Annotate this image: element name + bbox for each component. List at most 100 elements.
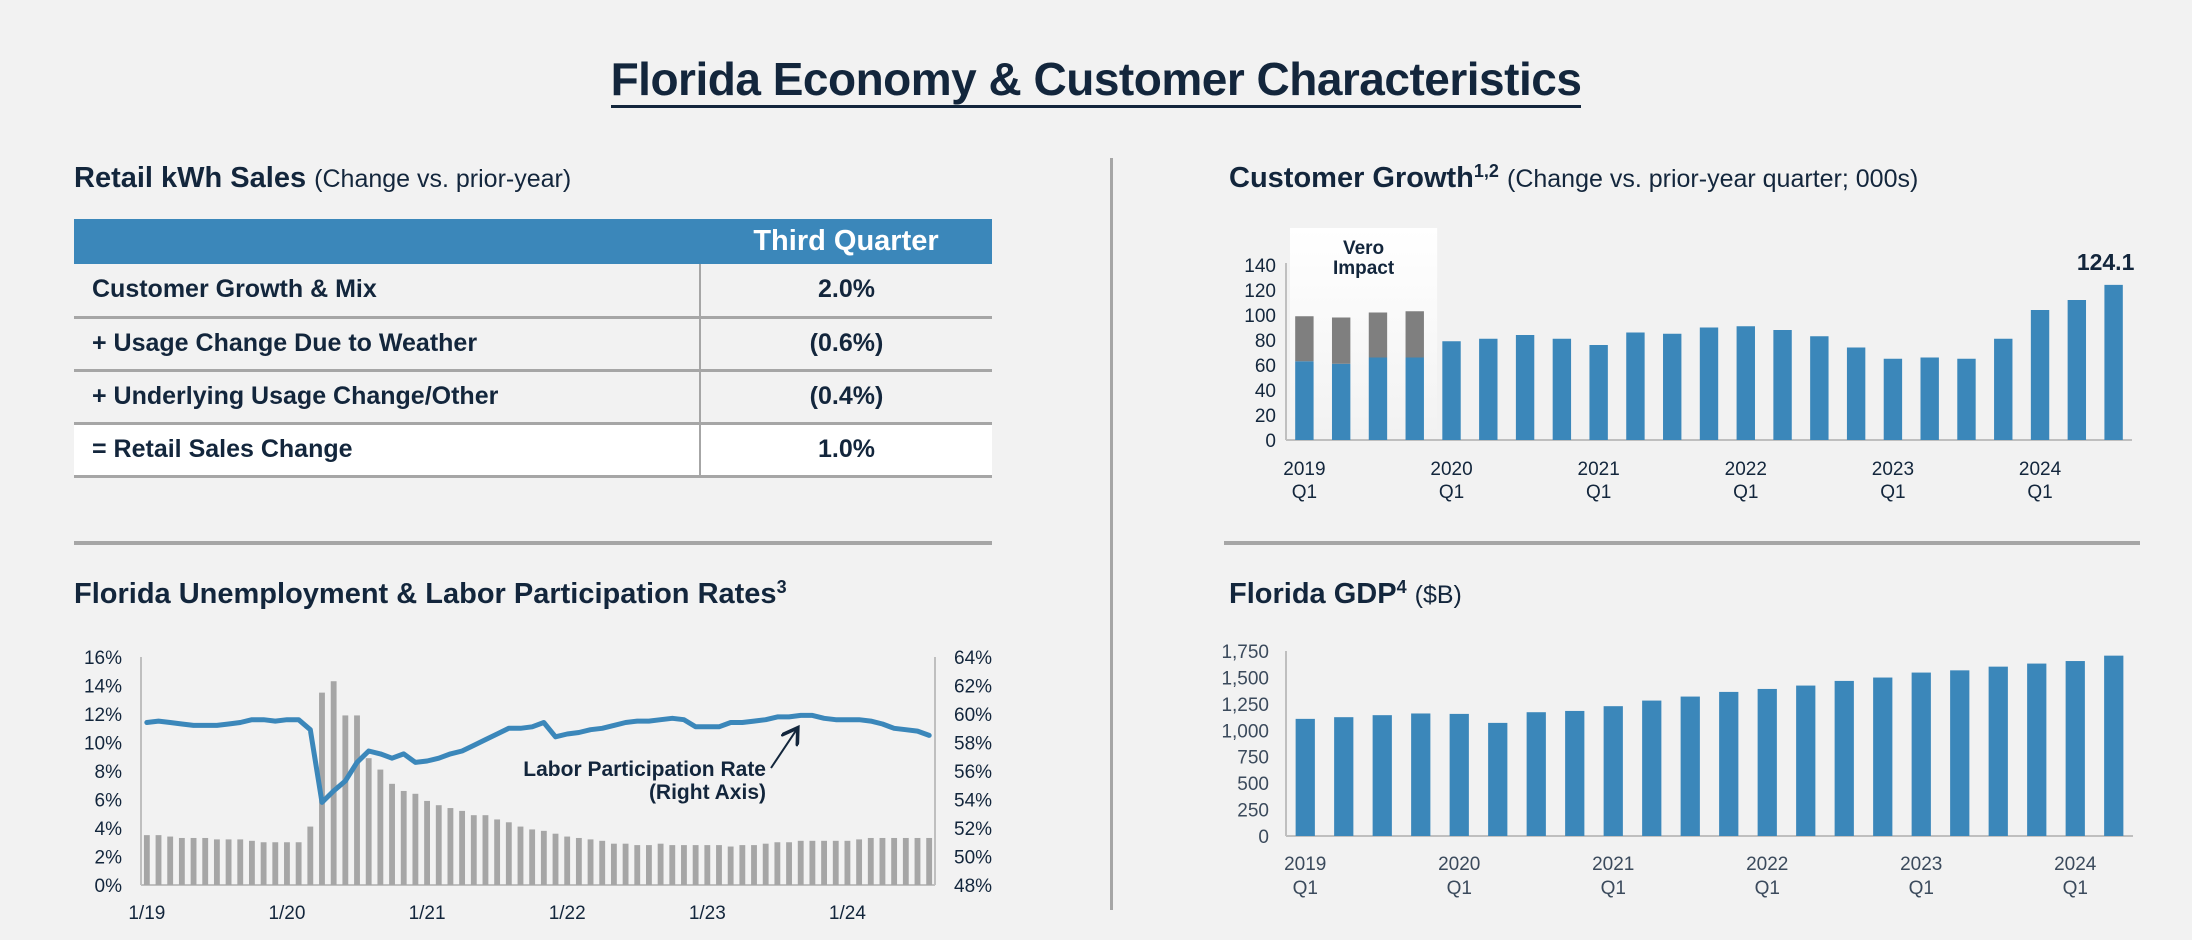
left-y-tick-label: 12%	[84, 705, 122, 726]
gdp-title: Florida GDP	[1229, 578, 1397, 610]
x-tick-label: Q1	[1586, 482, 1611, 503]
bar-unemployment-rate	[365, 758, 372, 885]
bar-unemployment-rate	[272, 842, 279, 885]
bar-customer-growth	[1331, 363, 1351, 440]
gdp-chart: 0 250 500 750 1,000 1,250 1,500 1,750 2019 Q1 2020…	[1221, 642, 2133, 899]
x-tick-label: Q1	[2027, 482, 2052, 503]
table-row: + Underlying Usage Change/Other (0.4%)	[74, 370, 992, 425]
y-tick-label: 60	[1255, 356, 1276, 377]
bar-unemployment-rate	[552, 833, 559, 885]
customer-growth-title: Customer Growth	[1229, 162, 1474, 194]
bar-unemployment-rate	[739, 845, 746, 885]
bar-gdp	[1488, 722, 1508, 836]
bar-gdp	[1988, 666, 2008, 836]
bar-unemployment-rate	[202, 837, 209, 885]
bar-gdp	[1834, 680, 1854, 836]
bar-unemployment-rate	[412, 793, 419, 885]
bar-unemployment-rate	[330, 681, 337, 885]
bar-customer-growth	[2104, 284, 2123, 440]
y-tick-label: 1,500	[1221, 668, 1269, 689]
table-header-blank	[74, 219, 700, 264]
bar-customer-growth	[1846, 347, 1866, 440]
labor-participation-annotation: Labor Participation Rate	[523, 758, 766, 781]
bar-customer-growth	[1883, 358, 1903, 440]
unemployment-chart: 0% 2% 4% 6% 8% 10% 12% 14% 16% 48% 50% 52% 54% 56% 58%…	[84, 648, 992, 924]
bar-vero-impact	[1405, 311, 1424, 358]
gdp-subtitle: ($B)	[1414, 581, 1462, 609]
bar-unemployment-rate	[832, 840, 839, 885]
bar-unemployment-rate	[482, 815, 489, 885]
bar-unemployment-rate	[260, 842, 267, 885]
y-tick-label: 0	[1265, 431, 1276, 452]
bar-unemployment-rate	[727, 846, 734, 885]
right-y-tick-label: 54%	[954, 791, 992, 812]
right-y-tick-label: 56%	[954, 762, 992, 783]
bar-unemployment-rate	[155, 835, 162, 885]
x-tick-label: Q1	[1292, 482, 1317, 503]
y-tick-label: 20	[1255, 406, 1276, 427]
left-y-tick-label: 0%	[95, 876, 123, 897]
y-tick-label: 1,750	[1221, 642, 1269, 663]
bar-unemployment-rate	[774, 842, 781, 885]
right-y-tick-label: 62%	[954, 677, 992, 698]
left-y-tick-label: 2%	[95, 848, 123, 869]
bar-customer-growth	[1626, 332, 1645, 440]
customer-growth-subtitle: (Change vs. prior-year quarter; 000s)	[1507, 165, 1919, 193]
bar-unemployment-rate	[354, 715, 360, 885]
x-tick-label: 1/19	[128, 903, 165, 924]
y-tick-label: 500	[1237, 774, 1269, 795]
x-tick-label: Q1	[1293, 878, 1318, 899]
table-row-total: = Retail Sales Change 1.0%	[74, 423, 992, 478]
data-label: 124.1	[2077, 249, 2135, 275]
x-tick-label: 2019	[1283, 459, 1325, 480]
unemployment-title: Florida Unemployment & Labor Participati…	[74, 578, 777, 610]
bar-unemployment-rate	[692, 845, 699, 885]
bar-unemployment-rate	[762, 843, 769, 885]
bar-unemployment-rate	[143, 835, 150, 885]
gdp-heading: Florida GDP4 ($B)	[1229, 578, 1462, 611]
bar-vero-impact	[1295, 316, 1314, 362]
y-tick-label: 750	[1237, 748, 1269, 769]
row-value: (0.6%)	[700, 317, 992, 372]
bar-unemployment-rate	[540, 830, 547, 885]
bar-unemployment-rate	[786, 842, 792, 885]
vero-impact-label: Impact	[1333, 258, 1395, 279]
x-tick-label: 2023	[1872, 459, 1914, 480]
unemployment-footnote: 3	[776, 577, 787, 597]
bar-unemployment-rate	[307, 826, 314, 885]
bar-unemployment-rate	[716, 845, 722, 885]
x-tick-label: 2024	[2054, 854, 2097, 875]
bar-unemployment-rate	[646, 845, 652, 885]
bar-unemployment-rate	[634, 845, 641, 885]
bar-gdp	[2104, 655, 2124, 836]
bar-unemployment-rate	[809, 840, 816, 885]
bar-unemployment-rate	[237, 839, 244, 885]
y-tick-label: 0	[1258, 827, 1269, 848]
x-tick-label: 1/23	[689, 903, 726, 924]
bar-unemployment-rate	[879, 837, 886, 885]
bar-gdp	[1642, 700, 1662, 836]
bar-unemployment-rate	[400, 790, 407, 885]
left-horizontal-divider	[74, 541, 992, 545]
bar-gdp	[1950, 670, 1970, 836]
customer-growth-heading: Customer Growth1,2 (Change vs. prior-yea…	[1229, 162, 1918, 195]
bar-unemployment-rate	[517, 826, 524, 885]
bar-gdp	[1526, 712, 1546, 836]
left-y-tick-label: 8%	[95, 762, 123, 783]
x-tick-label: Q1	[1909, 878, 1934, 899]
bar-customer-growth	[1368, 357, 1388, 440]
table-header-row: Third Quarter	[74, 219, 992, 264]
y-tick-label: 80	[1255, 331, 1276, 352]
bar-unemployment-rate	[529, 829, 536, 885]
bar-unemployment-rate	[891, 837, 898, 885]
bar-unemployment-rate	[587, 839, 594, 885]
vero-impact-label: Vero	[1343, 238, 1384, 259]
row-value: (0.4%)	[700, 370, 992, 425]
x-tick-label: Q1	[1447, 878, 1472, 899]
bar-gdp	[1873, 677, 1893, 836]
bar-customer-growth	[1295, 361, 1314, 440]
bar-gdp	[1719, 691, 1739, 836]
x-tick-label: Q1	[1439, 482, 1464, 503]
x-tick-label: 1/21	[409, 903, 446, 924]
bar-customer-growth	[1699, 327, 1719, 440]
